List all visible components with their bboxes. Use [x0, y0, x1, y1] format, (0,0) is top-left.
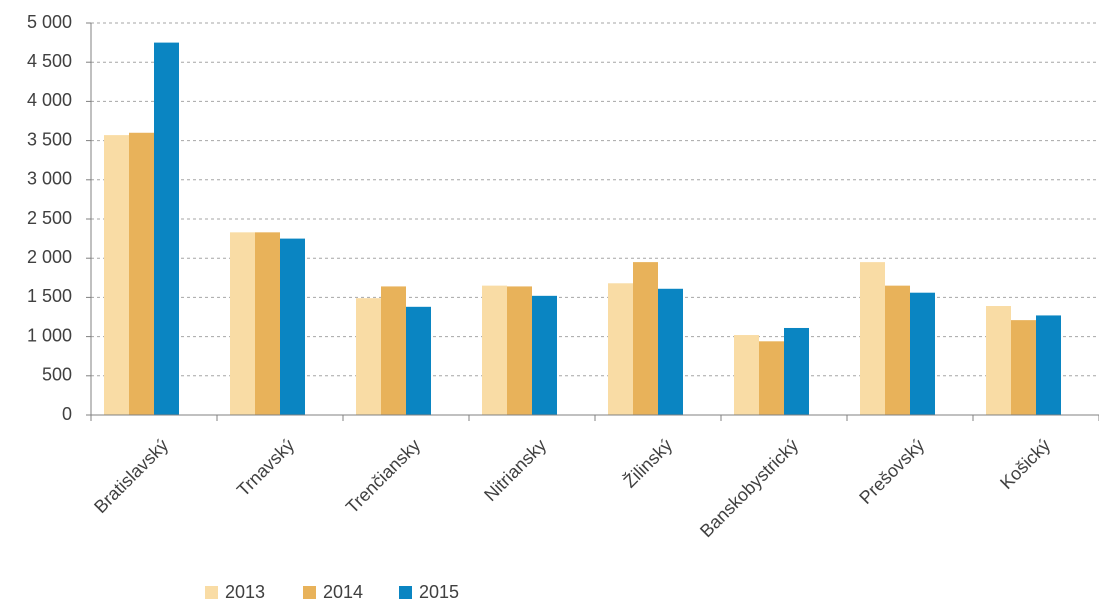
y-tick-label: 4 500	[27, 51, 72, 71]
bar	[230, 232, 255, 415]
bar	[129, 132, 154, 415]
y-tick-label: 2 500	[27, 208, 72, 228]
legend-swatch	[399, 586, 412, 599]
y-tick-label: 5 000	[27, 12, 72, 32]
bar	[734, 335, 759, 415]
legend-swatch	[303, 586, 316, 599]
legend-label: 2014	[323, 582, 363, 602]
x-tick-label: Žilinský	[620, 435, 677, 492]
x-tick-label: Prešovský	[855, 435, 928, 508]
bar	[356, 298, 381, 415]
y-tick-label: 1 500	[27, 286, 72, 306]
bar	[406, 306, 431, 415]
bar	[885, 285, 910, 415]
bar	[608, 283, 633, 415]
bar	[759, 341, 784, 415]
bar	[532, 295, 557, 415]
x-tick-label: Trenčiansky	[342, 435, 424, 517]
bar	[104, 135, 129, 415]
bar	[860, 262, 885, 415]
y-tick-label: 2 000	[27, 247, 72, 267]
bar	[658, 288, 683, 415]
y-tick-label: 3 500	[27, 129, 72, 149]
bar	[255, 232, 280, 415]
bar	[1011, 320, 1036, 415]
y-tick-label: 3 000	[27, 169, 72, 189]
bar	[910, 292, 935, 415]
x-tick-label: Košický	[996, 435, 1054, 493]
bar	[482, 285, 507, 415]
bar	[507, 286, 532, 415]
bar	[1036, 315, 1061, 415]
y-tick-label: 500	[42, 365, 72, 385]
bar	[280, 238, 305, 415]
x-tick-label: Banskobystrický	[696, 435, 802, 541]
x-tick-label: Nitriansky	[480, 435, 550, 505]
bar	[784, 327, 809, 415]
bar	[154, 42, 179, 415]
bar	[381, 286, 406, 415]
y-tick-label: 4 000	[27, 90, 72, 110]
bar	[986, 306, 1011, 415]
y-tick-label: 1 000	[27, 325, 72, 345]
legend-label: 2013	[225, 582, 265, 602]
legend-swatch	[205, 586, 218, 599]
x-tick-label: Bratislavský	[90, 435, 172, 517]
x-tick-label: Trnavský	[233, 435, 298, 500]
legend-label: 2015	[419, 582, 459, 602]
bar	[633, 262, 658, 415]
y-tick-label: 0	[62, 404, 72, 424]
